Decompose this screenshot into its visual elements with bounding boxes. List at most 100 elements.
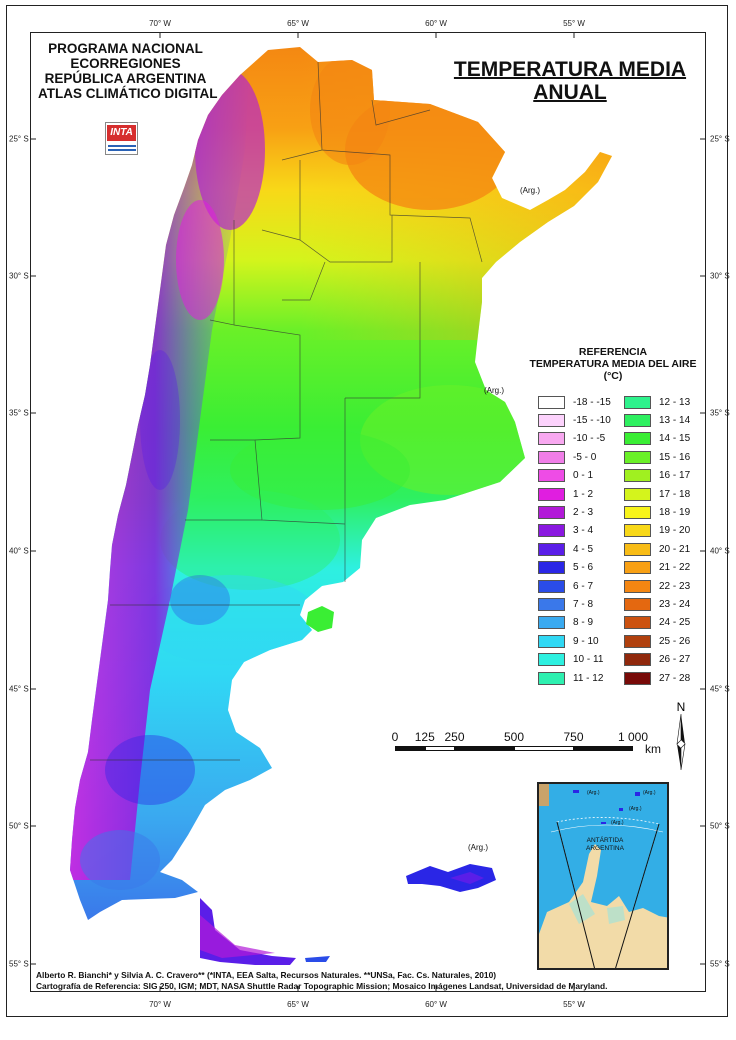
organization-header: PROGRAMA NACIONAL ECORREGIONES REPÚBLICA… (38, 41, 217, 101)
legend-swatch (624, 653, 651, 667)
legend-swatch (538, 653, 565, 667)
legend-label: 4 - 5 (573, 543, 594, 555)
legend-label: 13 - 14 (659, 414, 691, 426)
inta-logo: INTA (105, 122, 138, 155)
legend-label: 10 - 11 (573, 654, 604, 666)
scale-label: 250 (444, 730, 465, 744)
legend-item: 2 - 3 (538, 503, 593, 521)
legend-item: 9 - 10 (538, 632, 599, 650)
scale-segment (395, 746, 425, 751)
scale-segment (573, 746, 633, 751)
legend-swatch (624, 597, 651, 611)
scale-segment (514, 746, 574, 751)
title-line: TEMPERATURA MEDIA (453, 58, 687, 81)
legend-swatch (538, 542, 565, 556)
legend-label: 24 - 25 (659, 617, 691, 629)
legend-swatch (624, 413, 651, 427)
legend-item: 27 - 28 (624, 669, 690, 687)
legend-swatch (624, 524, 651, 538)
legend-label: 9 - 10 (573, 635, 599, 647)
legend-swatch (624, 561, 651, 575)
legend-swatch (538, 634, 565, 648)
scale-segment (454, 746, 514, 751)
legend-swatch (624, 469, 651, 483)
legend-label: 14 - 15 (659, 433, 691, 445)
legend-item: 15 - 16 (624, 448, 690, 466)
legend-label: 16 - 17 (659, 470, 691, 482)
legend-item: 14 - 15 (624, 430, 690, 448)
legend-swatch (624, 505, 651, 519)
legend-swatch (538, 671, 565, 685)
legend-swatch (538, 469, 565, 483)
legend-swatch (538, 487, 565, 501)
lat-label-right: 25° S (710, 134, 730, 144)
lat-label-left: 55° S (9, 959, 29, 969)
legend-label: 11 - 12 (573, 672, 604, 684)
place-label: (Arg.) (484, 386, 504, 395)
legend-label: 23 - 24 (659, 598, 691, 610)
lat-label-left: 40° S (9, 546, 29, 556)
legend-swatch (624, 487, 651, 501)
legend-heading: REFERENCIA TEMPERATURA MEDIA DEL AIRE (°… (528, 346, 698, 382)
legend-label: 25 - 26 (659, 635, 691, 647)
lon-label-bottom: 60° W (425, 1000, 447, 1009)
legend-label: 7 - 8 (573, 598, 594, 610)
scale-label: 0 (391, 730, 399, 744)
legend-item: 0 - 1 (538, 467, 593, 485)
north-arrow-icon: N (676, 700, 686, 771)
legend-label: 1 - 2 (573, 488, 594, 500)
inset-place-label: (Arg.) (587, 790, 600, 796)
lat-label-right: 45° S (710, 684, 730, 694)
legend-item: 23 - 24 (624, 595, 690, 613)
legend-item: -18 - -15 (538, 393, 611, 411)
lon-label-bottom: 70° W (149, 1000, 171, 1009)
org-line: REPÚBLICA ARGENTINA (44, 71, 207, 86)
legend-swatch (538, 450, 565, 464)
legend-item: 1 - 2 (538, 485, 593, 503)
scale-label: 750 (563, 730, 584, 744)
legend-label: -15 - -10 (573, 414, 611, 426)
legend-label: 3 - 4 (573, 525, 594, 537)
legend-swatch (538, 561, 565, 575)
lon-label-top: 60° W (425, 19, 447, 28)
lat-label-right: 40° S (710, 546, 730, 556)
lon-label-top: 65° W (287, 19, 309, 28)
legend-swatch (624, 616, 651, 630)
legend-label: -18 - -15 (573, 396, 611, 408)
legend-swatch (538, 524, 565, 538)
legend-item: 13 - 14 (624, 411, 690, 429)
legend-heading-line: (°C) (603, 370, 623, 382)
legend-item: -5 - 0 (538, 448, 596, 466)
legend-label: 27 - 28 (659, 672, 691, 684)
legend-item: 7 - 8 (538, 595, 593, 613)
lat-label-left: 25° S (9, 134, 29, 144)
legend-item: 16 - 17 (624, 467, 690, 485)
legend-label: 15 - 16 (659, 451, 691, 463)
legend-item: 8 - 9 (538, 614, 593, 632)
legend-item: 18 - 19 (624, 503, 690, 521)
legend-label: 12 - 13 (659, 396, 691, 408)
lat-label-left: 30° S (9, 271, 29, 281)
inset-place-label: (Arg.) (643, 790, 656, 796)
legend-label: 2 - 3 (573, 506, 594, 518)
map-frame (6, 5, 728, 1017)
legend-label: -10 - -5 (573, 433, 606, 445)
inset-label: ARGENTINA (586, 845, 625, 852)
province-borders (90, 61, 483, 761)
legend-heading-line: REFERENCIA (578, 346, 648, 358)
legend-swatch (624, 579, 651, 593)
lon-label-bottom: 55° W (563, 1000, 585, 1009)
logo-text: INTA (107, 125, 136, 141)
peninsula-valdes (306, 606, 334, 632)
scale-label: 500 (503, 730, 525, 744)
legend-swatch (624, 542, 651, 556)
lat-label-left: 45° S (9, 684, 29, 694)
legend-swatch (624, 450, 651, 464)
lat-label-left: 50° S (9, 821, 29, 831)
legend-swatch (538, 597, 565, 611)
place-label: (Arg.) (520, 186, 540, 195)
lat-label-right: 30° S (710, 271, 730, 281)
legend-swatch (538, 413, 565, 427)
legend-item: 20 - 21 (624, 540, 690, 558)
